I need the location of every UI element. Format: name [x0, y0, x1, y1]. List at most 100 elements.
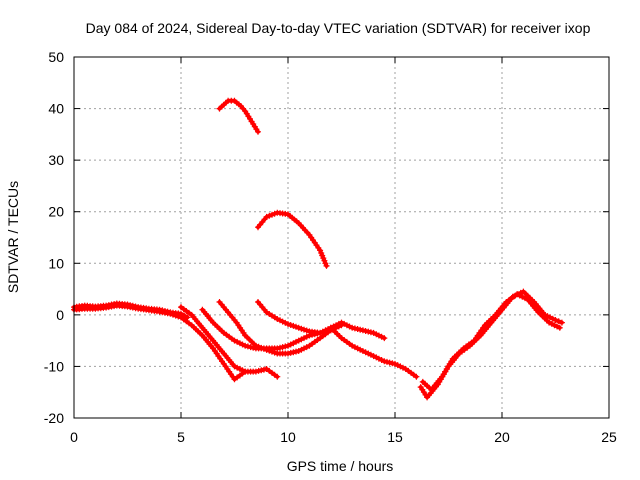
data-point	[260, 366, 267, 373]
data-point	[375, 332, 382, 339]
x-tick-label: 20	[494, 429, 510, 445]
data-point	[558, 319, 565, 326]
data-point	[293, 323, 299, 330]
data-point	[287, 322, 294, 328]
series-track-11	[419, 291, 563, 393]
data-point	[301, 326, 307, 333]
data-point	[413, 373, 420, 380]
data-point	[295, 348, 302, 354]
data-point	[184, 314, 191, 321]
series-track-7	[327, 324, 420, 380]
series-track-2	[71, 302, 249, 383]
data-point	[349, 342, 356, 349]
data-point	[514, 291, 520, 298]
data-point	[303, 333, 310, 340]
data-point	[554, 323, 561, 330]
y-tick-label: 10	[48, 255, 64, 271]
data-point	[285, 321, 291, 328]
y-tick-label: 50	[48, 49, 64, 65]
data-point	[266, 347, 273, 354]
data-point	[301, 345, 307, 352]
data-point	[252, 368, 259, 375]
data-point	[381, 335, 388, 342]
data-point	[279, 318, 286, 325]
data-point	[392, 360, 398, 367]
data-point	[338, 319, 345, 326]
data-point	[556, 324, 563, 331]
data-point	[400, 364, 406, 371]
data-point	[333, 322, 340, 329]
data-point	[271, 349, 278, 356]
data-point	[546, 319, 553, 326]
data-point	[548, 320, 555, 327]
grid-lines	[74, 57, 609, 418]
y-axis-title: SDTVAR / TECUs	[5, 181, 21, 293]
y-tick-label: -20	[44, 410, 64, 426]
data-point	[359, 327, 366, 334]
data-point	[341, 320, 348, 327]
data-point	[303, 327, 310, 334]
data-point	[170, 311, 176, 318]
y-tick-labels: -20 -10 0 10 20 30 40 50	[44, 49, 64, 426]
data-point	[293, 338, 299, 345]
x-tick-label: 10	[280, 429, 296, 445]
series-track-3	[178, 304, 281, 380]
data-point	[394, 362, 401, 369]
data-point	[319, 328, 326, 335]
series-track-9	[255, 209, 330, 269]
data-point	[285, 342, 291, 349]
y-tick-label: 20	[48, 204, 64, 220]
x-tick-label: 15	[387, 429, 403, 445]
data-point	[274, 373, 281, 380]
data-point	[519, 293, 526, 300]
data-point	[282, 319, 289, 326]
x-tick-labels: 0 5 10 15 20 25	[70, 429, 617, 445]
x-tick-label: 25	[601, 429, 617, 445]
data-point	[167, 310, 174, 317]
data-point	[260, 345, 267, 352]
data-point	[375, 355, 382, 362]
data-point	[231, 363, 238, 370]
data-point	[266, 212, 273, 219]
data-point	[555, 318, 562, 325]
data-point	[287, 341, 294, 348]
series-track-6	[255, 299, 388, 342]
y-tick-label: -10	[44, 358, 64, 374]
data-point	[367, 351, 374, 358]
data-point	[234, 338, 241, 345]
data-point	[370, 353, 377, 360]
x-tick-label: 0	[70, 429, 78, 445]
data-point	[263, 213, 270, 220]
series-track-10	[417, 288, 565, 401]
data-point	[234, 364, 241, 371]
x-axis-title: GPS time / hours	[287, 458, 394, 474]
data-point	[274, 316, 281, 322]
data-point	[279, 344, 286, 351]
chart-title: Day 084 of 2024, Sidereal Day-to-day VTE…	[86, 20, 591, 36]
data-point	[295, 324, 302, 331]
data-point	[175, 313, 182, 320]
y-tick-label: 0	[56, 307, 64, 323]
data-point	[271, 210, 278, 217]
data-point	[303, 344, 310, 351]
data-series	[71, 97, 565, 401]
data-point	[255, 343, 262, 350]
y-tick-label: 40	[48, 101, 64, 117]
data-point	[323, 262, 330, 269]
data-point	[252, 342, 259, 349]
data-point	[378, 357, 385, 363]
plot-frame	[73, 56, 610, 419]
data-point	[359, 348, 366, 354]
data-point	[362, 349, 369, 356]
data-point	[549, 315, 556, 322]
series-track-5	[216, 299, 345, 357]
data-point	[551, 322, 558, 329]
data-point	[389, 360, 396, 367]
y-tick-label: 30	[48, 152, 64, 168]
data-point	[263, 346, 270, 353]
data-point	[239, 367, 246, 374]
series-line	[72, 303, 248, 382]
data-point	[346, 323, 353, 330]
axis-ticks	[73, 56, 610, 419]
